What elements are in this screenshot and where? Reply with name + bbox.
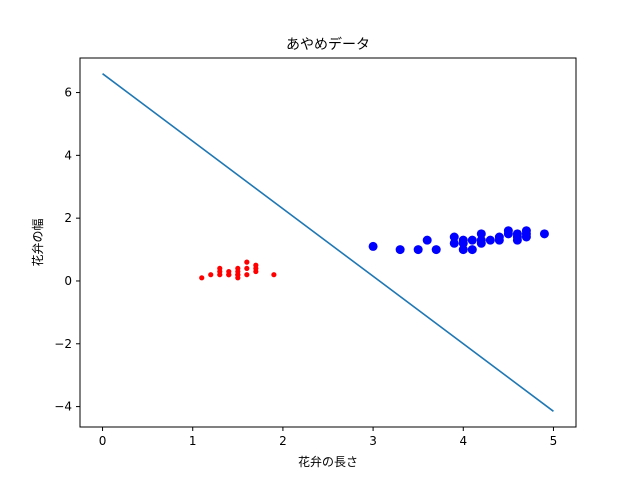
scatter-point — [244, 272, 250, 278]
y-tick-label: 2 — [64, 211, 72, 225]
scatter-point — [244, 259, 250, 265]
tick-marks: 0 1 2 3 4 5 −4 −2 0 2 4 6 — [54, 86, 557, 448]
axes-frame — [79, 57, 577, 428]
x-tick-label: 0 — [99, 434, 107, 448]
scatter-point — [539, 229, 549, 239]
x-tick-label: 5 — [550, 434, 558, 448]
scatter-point — [521, 229, 531, 239]
x-tick-label: 4 — [459, 434, 467, 448]
scatter-point — [512, 232, 522, 242]
scatter-point — [217, 268, 223, 275]
scatter-point — [431, 245, 441, 255]
plot-area — [102, 73, 554, 412]
scatter-point — [422, 235, 432, 245]
scatter-point — [235, 272, 241, 278]
scatter-point — [458, 245, 468, 255]
y-tick-label: −2 — [54, 337, 72, 351]
y-tick-label: −4 — [54, 400, 72, 414]
y-tick-label: 0 — [64, 274, 72, 288]
scatter-point — [494, 235, 504, 245]
y-tick-label: 6 — [64, 86, 72, 100]
scatter-point — [413, 245, 423, 255]
scatter-point — [253, 265, 259, 272]
scatter-point — [395, 245, 405, 255]
scatter-point — [271, 272, 277, 278]
scatter-point — [208, 272, 214, 278]
scatter-point — [467, 245, 477, 255]
scatter-point — [368, 241, 378, 251]
scatter-point — [467, 235, 477, 245]
scatter-point — [458, 238, 468, 248]
x-axis-label: 花弁の長さ — [298, 454, 358, 469]
y-axis-label: 花弁の幅 — [30, 218, 45, 266]
x-tick-label: 3 — [369, 434, 377, 448]
chart-title: あやめデータ — [286, 36, 370, 53]
y-tick-label: 4 — [64, 148, 72, 162]
scatter-point — [226, 272, 232, 278]
x-tick-label: 1 — [189, 434, 197, 448]
scatter-point — [476, 229, 486, 239]
scatter-point — [244, 265, 250, 272]
scatter-point — [485, 235, 495, 245]
scatter-point — [449, 238, 459, 248]
scatter-point — [503, 226, 513, 236]
scatter-point — [449, 232, 459, 242]
scatter-point — [199, 275, 205, 281]
decision-line — [102, 73, 554, 412]
scatter-point — [476, 238, 486, 248]
x-tick-label: 2 — [279, 434, 287, 448]
